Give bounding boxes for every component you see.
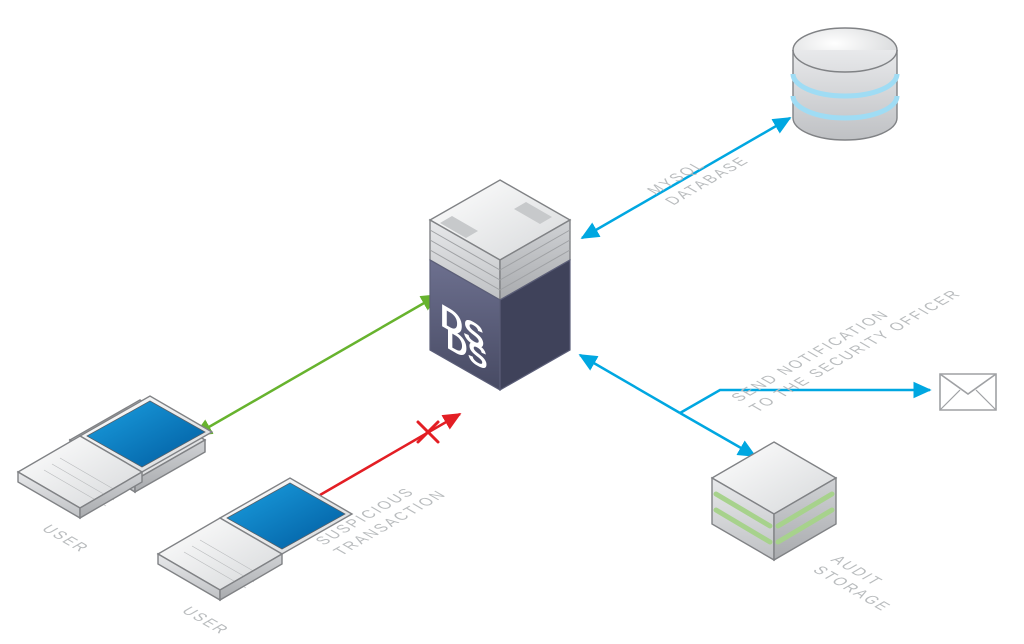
- diagram-root: DS DS USER US: [0, 0, 1024, 644]
- edge-user1-server: [195, 295, 438, 435]
- blocked-x-icon: [418, 422, 438, 442]
- server-icon: DS: [430, 180, 570, 390]
- envelope-icon: [940, 374, 996, 410]
- storage-icon: [712, 442, 836, 560]
- edge-user2-server: [320, 414, 460, 495]
- database-icon: [793, 28, 897, 140]
